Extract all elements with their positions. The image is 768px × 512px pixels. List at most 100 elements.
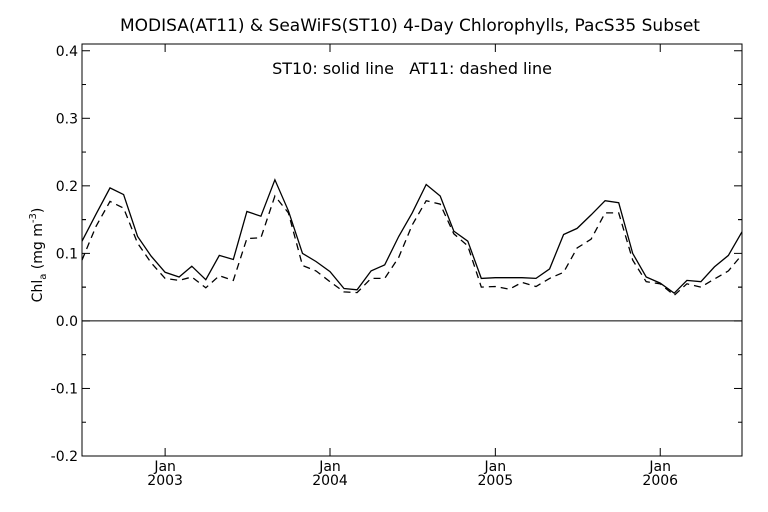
data-point: [233, 259, 234, 260]
data-point: [123, 208, 124, 209]
data-point: [742, 254, 743, 255]
y-axis-label-close: ): [30, 208, 46, 213]
data-point: [288, 212, 289, 213]
data-point: [274, 196, 275, 197]
data-point: [700, 281, 701, 282]
data-point: [219, 275, 220, 276]
data-point: [191, 266, 192, 267]
data-point: [522, 282, 523, 283]
data-point: [660, 283, 661, 284]
x-tick-label-year: 2005: [478, 473, 514, 489]
y-axis-label-unit: (mg m: [30, 223, 46, 274]
data-point: [246, 238, 247, 239]
data-point: [481, 287, 482, 288]
x-tick-label-month: Jan: [318, 459, 341, 475]
data-point: [384, 278, 385, 279]
axis-ticks: 0.40.30.20.10.0-0.1-0.2Jan2003Jan2004Jan…: [51, 44, 742, 489]
y-tick-label: 0.1: [56, 246, 78, 262]
series-line-st10: [81, 178, 743, 295]
y-tick-label: 0.0: [56, 314, 78, 330]
y-tick-label: 0.2: [56, 179, 78, 195]
data-point: [371, 278, 372, 279]
data-point: [110, 201, 111, 202]
series-points-st10: [82, 179, 743, 293]
data-point: [179, 277, 180, 278]
data-point: [219, 255, 220, 256]
data-point: [563, 272, 564, 273]
data-point: [260, 216, 261, 217]
data-point: [165, 278, 166, 279]
data-point: [357, 289, 358, 290]
data-point: [536, 286, 537, 287]
data-point: [686, 283, 687, 284]
data-point: [357, 292, 358, 293]
data-point: [467, 241, 468, 242]
series-line-at11: [81, 194, 743, 297]
data-point: [549, 268, 550, 269]
y-axis-label-exponent: -3: [28, 213, 39, 223]
data-point: [426, 200, 427, 201]
data-point: [302, 253, 303, 254]
data-point: [714, 266, 715, 267]
data-point: [426, 184, 427, 185]
data-point: [191, 277, 192, 278]
data-point: [674, 293, 675, 294]
data-point: [137, 236, 138, 237]
data-point: [151, 262, 152, 263]
data-point: [605, 212, 606, 213]
data-point: [453, 233, 454, 234]
data-point: [96, 214, 97, 215]
chart-annotation: ST10: solid line AT11: dashed line: [272, 59, 552, 78]
data-point: [700, 287, 701, 288]
data-point: [536, 278, 537, 279]
data-point: [398, 257, 399, 258]
chart-title: MODISA(AT11) & SeaWiFS(ST10) 4-Day Chlor…: [120, 16, 700, 36]
data-point: [344, 288, 345, 289]
data-point: [246, 211, 247, 212]
x-tick-label-year: 2006: [642, 473, 678, 489]
x-tick-label-year: 2003: [147, 473, 183, 489]
data-point: [686, 280, 687, 281]
data-point: [495, 277, 496, 278]
data-point: [646, 281, 647, 282]
data-point: [495, 286, 496, 287]
data-point: [274, 179, 275, 180]
data-point: [481, 278, 482, 279]
series-points-at11: [82, 196, 743, 296]
y-axis-label: Chla (mg m-3): [28, 208, 49, 303]
series-layer: [81, 178, 743, 322]
data-point: [742, 231, 743, 232]
data-point: [440, 204, 441, 205]
data-point: [288, 210, 289, 211]
data-point: [82, 260, 83, 261]
data-point: [123, 194, 124, 195]
data-point: [398, 236, 399, 237]
data-point: [509, 289, 510, 290]
data-point: [110, 187, 111, 188]
data-point: [82, 241, 83, 242]
y-axis-label-main: Chl: [30, 280, 46, 303]
data-point: [412, 212, 413, 213]
data-point: [605, 200, 606, 201]
data-point: [674, 295, 675, 296]
data-point: [618, 212, 619, 213]
data-point: [632, 260, 633, 261]
data-point: [563, 234, 564, 235]
data-point: [96, 226, 97, 227]
y-tick-label: -0.1: [51, 381, 78, 397]
y-tick-label: 0.3: [56, 111, 78, 127]
data-point: [384, 264, 385, 265]
data-point: [728, 270, 729, 271]
x-tick-label-month: Jan: [648, 459, 671, 475]
data-point: [302, 265, 303, 266]
data-point: [440, 196, 441, 197]
data-point: [316, 270, 317, 271]
data-point: [205, 279, 206, 280]
data-point: [618, 202, 619, 203]
x-tick-label-year: 2004: [312, 473, 348, 489]
x-tick-label-month: Jan: [484, 459, 507, 475]
data-point: [330, 271, 331, 272]
data-point: [714, 279, 715, 280]
data-point: [632, 253, 633, 254]
